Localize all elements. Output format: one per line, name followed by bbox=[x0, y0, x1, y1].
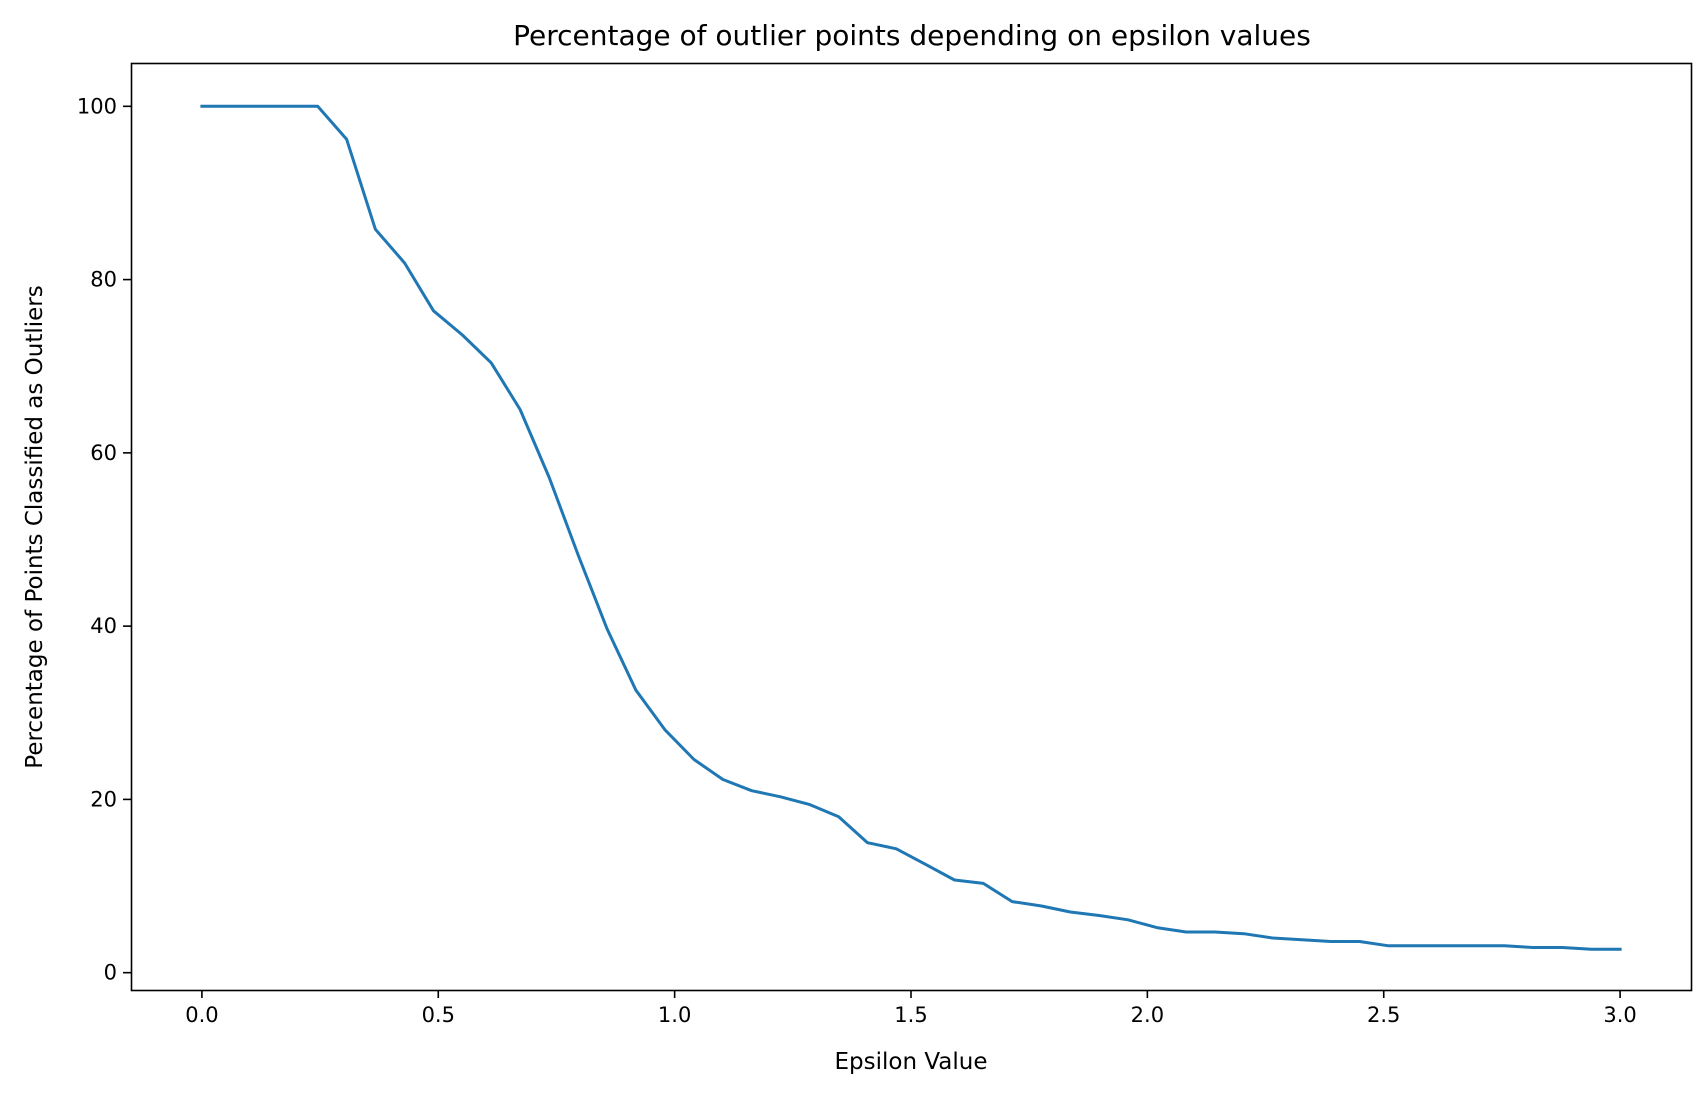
x-axis-label: Epsilon Value bbox=[834, 1049, 987, 1075]
y-tick-label: 0 bbox=[104, 961, 117, 985]
y-tick-label: 100 bbox=[77, 94, 117, 118]
y-tick-label: 20 bbox=[90, 787, 117, 811]
y-tick-label: 80 bbox=[90, 268, 117, 292]
y-tick-label: 60 bbox=[90, 441, 117, 465]
x-tick-label: 2.0 bbox=[1131, 1003, 1164, 1027]
y-axis-label: Percentage of Points Classified as Outli… bbox=[22, 285, 48, 768]
series-layer bbox=[200, 104, 1622, 951]
x-tick-label: 1.0 bbox=[658, 1003, 691, 1027]
series-line-0 bbox=[200, 104, 1622, 951]
x-tick-label: 0.0 bbox=[185, 1003, 218, 1027]
x-tick-label: 0.5 bbox=[422, 1003, 455, 1027]
x-tick-label: 3.0 bbox=[1603, 1003, 1636, 1027]
y-tick-label: 40 bbox=[90, 614, 117, 638]
y-axis: 0 20 40 60 80 100 bbox=[77, 94, 131, 985]
x-axis: 0.0 0.5 1.0 1.5 2.0 2.5 3.0 bbox=[185, 990, 1637, 1027]
chart-title: Percentage of outlier points depending o… bbox=[513, 19, 1311, 52]
x-tick-label: 2.5 bbox=[1367, 1003, 1400, 1027]
x-tick-label: 1.5 bbox=[894, 1003, 927, 1027]
